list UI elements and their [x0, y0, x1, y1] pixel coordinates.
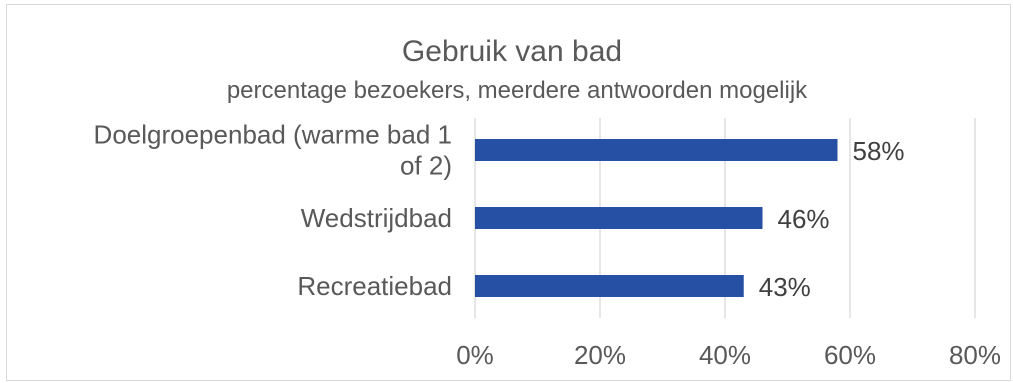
- bar: [475, 275, 744, 297]
- data-label: 58%: [853, 136, 905, 166]
- x-tick-label: 60%: [824, 340, 876, 370]
- category-label: Doelgroepenbad (warme bad 1: [94, 120, 452, 150]
- x-tick-label: 80%: [949, 340, 1001, 370]
- data-labels: 58% 46% 43%: [759, 136, 905, 302]
- chart-subtitle: percentage bezoekers, meerdere antwoorde…: [227, 77, 808, 104]
- category-labels: Doelgroepenbad (warme bad 1of 2) Wedstrij…: [94, 120, 452, 302]
- category-label: Wedstrijdbad: [301, 203, 452, 233]
- category-label: Recreatiebad: [297, 271, 452, 301]
- data-label: 43%: [759, 272, 811, 302]
- x-axis-tick-labels: 0% 20% 40% 60% 80%: [456, 340, 1001, 370]
- x-tick-label: 0%: [456, 340, 494, 370]
- category-label: of 2): [400, 151, 452, 181]
- bar: [475, 207, 763, 229]
- x-tick-label: 40%: [699, 340, 751, 370]
- data-label: 46%: [778, 204, 830, 234]
- x-tick-label: 20%: [574, 340, 626, 370]
- bar: [475, 139, 838, 161]
- chart-area: [6, 4, 1011, 381]
- chart-title: Gebruik van bad: [402, 35, 622, 68]
- bars: [475, 139, 838, 297]
